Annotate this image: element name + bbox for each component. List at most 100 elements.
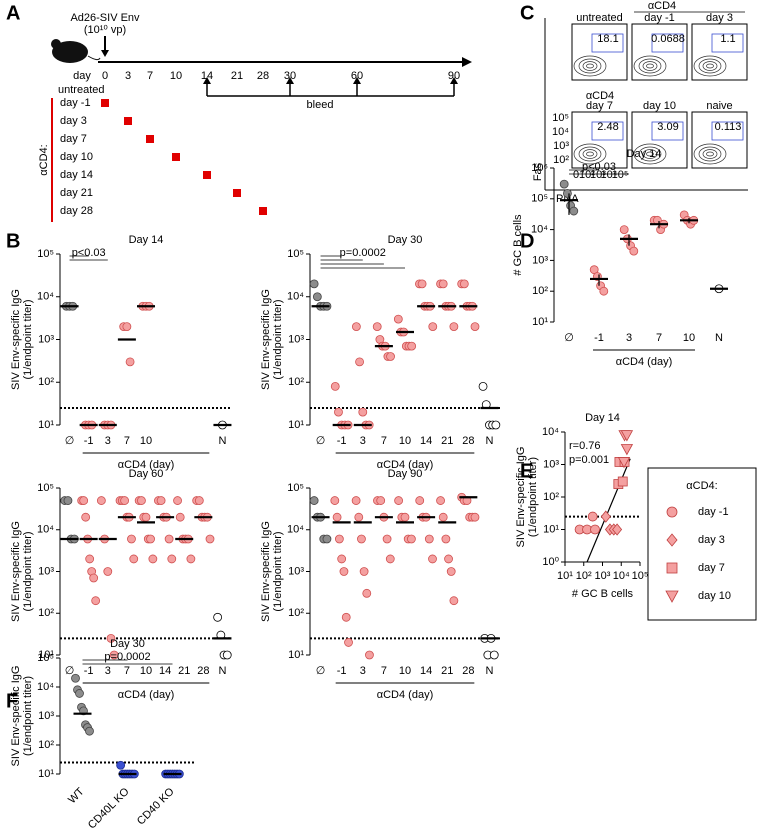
gate bbox=[651, 121, 684, 141]
data-point bbox=[619, 225, 629, 235]
data-point bbox=[617, 457, 631, 469]
y-axis-label: (1/endpoint titer) bbox=[22, 676, 34, 756]
data-point bbox=[424, 534, 434, 544]
dose-label: (10¹⁰ vp) bbox=[84, 24, 126, 36]
y-tick-label: 10⁵ bbox=[531, 193, 548, 205]
x-tick-label: 10³ bbox=[595, 570, 611, 582]
x-tick-label: CD40L KO bbox=[86, 785, 132, 831]
x-tick-label: 3 bbox=[105, 435, 111, 447]
x-axis-label: αCD4 (day) bbox=[377, 689, 433, 701]
contour bbox=[578, 146, 602, 162]
contour bbox=[586, 151, 594, 157]
x-tick-label: 7 bbox=[656, 332, 662, 344]
x-axis-label: αCD4 (day) bbox=[377, 459, 433, 471]
chart-title: Day 14 bbox=[585, 412, 620, 424]
group-row-label: day -1 bbox=[60, 97, 91, 109]
injection-marker bbox=[124, 117, 132, 125]
y-tick-label: 10⁵ bbox=[37, 652, 54, 664]
data-point bbox=[559, 179, 569, 189]
x-tick-label: 14 bbox=[420, 435, 432, 447]
x-tick-label: 28 bbox=[197, 665, 209, 677]
y-tick-label: 10² bbox=[288, 607, 304, 619]
contour bbox=[706, 63, 714, 69]
x-tick-label: WT bbox=[66, 785, 87, 806]
contour bbox=[693, 143, 727, 165]
x-axis-label: # GC B cells bbox=[572, 588, 634, 600]
y-tick-label: 10³ bbox=[38, 710, 54, 722]
x-tick-label: -1 bbox=[84, 435, 94, 447]
data-point bbox=[569, 206, 579, 216]
data-point bbox=[351, 322, 361, 332]
data-point bbox=[109, 650, 119, 660]
panel-a bbox=[51, 36, 472, 222]
group-row-label: day 10 bbox=[60, 151, 93, 163]
data-point bbox=[441, 534, 451, 544]
y-tick-label: 10⁵ bbox=[37, 248, 54, 260]
stat-annotation: p=0.001 bbox=[569, 454, 609, 466]
data-point bbox=[407, 341, 417, 351]
day-label: day bbox=[73, 70, 91, 82]
y-tick-label: 10¹ bbox=[532, 316, 548, 328]
data-point bbox=[358, 407, 368, 417]
legend-label: day 7 bbox=[698, 562, 725, 574]
x-tick-label: N bbox=[485, 435, 493, 447]
data-point bbox=[400, 512, 410, 522]
y-axis-label: SIV Env-specific IgG bbox=[10, 521, 22, 622]
legend-marker bbox=[666, 533, 678, 547]
x-tick-label: -1 bbox=[594, 332, 604, 344]
data-point bbox=[339, 567, 349, 576]
data-point bbox=[612, 523, 623, 536]
data-point bbox=[438, 512, 448, 522]
y-axis-label: SIV Env-specific IgG bbox=[10, 666, 22, 767]
y-tick-label: 10³ bbox=[288, 333, 304, 345]
y-tick-label: 10¹ bbox=[288, 419, 304, 431]
data-point bbox=[417, 279, 427, 289]
plot-label: day 7 bbox=[586, 100, 613, 112]
x-tick-label: -1 bbox=[84, 665, 94, 677]
x-tick-label: 7 bbox=[381, 665, 387, 677]
y-tick-label: 10⁵ bbox=[287, 248, 304, 260]
day-tick-label: 90 bbox=[448, 70, 460, 82]
vaccine-label: Ad26-SIV Env bbox=[70, 12, 140, 24]
data-point bbox=[406, 534, 416, 544]
y-axis-label: (1/endpoint titer) bbox=[272, 299, 284, 379]
legend-marker bbox=[665, 590, 679, 603]
data-point bbox=[96, 496, 106, 505]
data-point bbox=[63, 496, 73, 505]
y-tick-label: 10⁴ bbox=[531, 224, 548, 236]
flow-y-tick-label: 10⁵ bbox=[552, 112, 569, 124]
data-point bbox=[322, 534, 332, 544]
mouse-ear bbox=[51, 39, 61, 49]
day-tick-label: 0 bbox=[102, 70, 108, 82]
y-tick-label: 10¹ bbox=[38, 419, 54, 431]
data-point bbox=[355, 357, 364, 367]
data-point bbox=[120, 496, 130, 505]
contour bbox=[633, 143, 667, 165]
contour bbox=[573, 143, 607, 165]
y-tick-label: 10² bbox=[38, 739, 54, 751]
injection-marker bbox=[259, 207, 267, 215]
day-tick-label: 14 bbox=[201, 70, 213, 82]
x-tick-label: 10 bbox=[140, 665, 152, 677]
data-point bbox=[362, 588, 372, 598]
data-point bbox=[629, 246, 639, 256]
y-tick-label: 10⁶ bbox=[531, 162, 548, 174]
data-point bbox=[341, 612, 351, 622]
p-value: p<0.03 bbox=[72, 247, 106, 259]
gate bbox=[591, 121, 624, 141]
plot-label: untreated bbox=[576, 12, 622, 24]
arrow-head bbox=[353, 77, 361, 84]
arrow-head bbox=[203, 77, 211, 84]
day-tick-label: 3 bbox=[125, 70, 131, 82]
y-tick-label: 10⁵ bbox=[37, 482, 54, 494]
data-point bbox=[156, 496, 166, 505]
contour bbox=[693, 55, 727, 77]
flow-x-label: PNA bbox=[556, 193, 579, 205]
x-tick-label: ∅ bbox=[564, 332, 574, 344]
data-point bbox=[617, 476, 628, 487]
data-point bbox=[385, 554, 395, 564]
data-point bbox=[393, 314, 403, 324]
data-point bbox=[376, 496, 386, 505]
y-tick-label: 10⁴ bbox=[37, 291, 54, 303]
x-tick-label: 21 bbox=[441, 435, 453, 447]
